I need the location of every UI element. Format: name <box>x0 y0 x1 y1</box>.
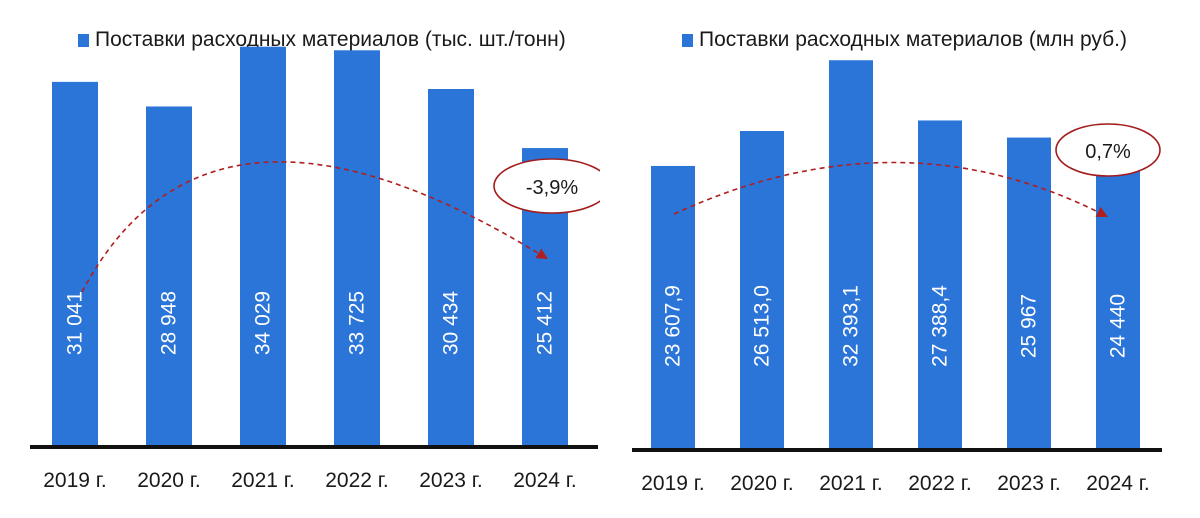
x-tick-label-right-2: 2021 г. <box>819 472 882 495</box>
legend-label-left: Поставки расходных материалов (тыс. шт./… <box>95 28 566 51</box>
legend-left: Поставки расходных материалов (тыс. шт./… <box>78 28 566 52</box>
x-tick-label-right-0: 2019 г. <box>641 472 704 495</box>
annotation-ellipse-left <box>493 158 600 214</box>
annotation-label-right: 0,7% <box>1085 141 1131 163</box>
x-tick-label-left-5: 2024 г. <box>513 469 576 492</box>
value-label-left-5: 25 412 <box>534 291 557 355</box>
bar-right-5 <box>1096 155 1140 450</box>
annotation-label-left: -3,9% <box>526 177 578 199</box>
value-label-left-2: 34 029 <box>252 291 275 355</box>
value-label-left-4: 30 434 <box>440 291 463 356</box>
value-label-left-3: 33 725 <box>346 291 369 355</box>
value-label-right-4: 25 967 <box>1018 294 1041 358</box>
x-tick-label-right-5: 2024 г. <box>1086 472 1149 495</box>
legend-swatch-right <box>682 33 693 47</box>
legend-right: Поставки расходных материалов (млн руб.) <box>682 28 1127 52</box>
value-label-left-0: 31 041 <box>64 291 87 355</box>
bar-right-0 <box>651 165 695 450</box>
bar-left-0 <box>52 81 98 448</box>
bar-chart-right: 23 607,9 2019 г. 26 513,0 2020 г. 32 393,1 20… <box>632 60 1162 495</box>
x-tick-label-left-0: 2019 г. <box>43 469 106 492</box>
bar-right-3 <box>918 120 962 451</box>
trend-arrow-right <box>673 161 1108 218</box>
value-label-right-0: 23 607,9 <box>662 285 685 367</box>
bar-left-2 <box>240 46 286 448</box>
bar-left-1 <box>146 106 192 447</box>
bar-chart-left: 31 041 2019 г. 28 948 2020 г. 34 029 2021 г. 3… <box>30 46 600 492</box>
value-label-right-5: 24 440 <box>1107 294 1130 358</box>
legend-swatch-left <box>78 33 89 47</box>
x-tick-label-left-1: 2020 г. <box>137 469 200 492</box>
x-tick-label-right-1: 2020 г. <box>730 472 793 495</box>
chart-panel-right: Поставки расходных материалов (млн руб.)… <box>600 0 1200 518</box>
bar-right-1 <box>740 130 784 450</box>
annotation-ellipse-right <box>1055 123 1161 177</box>
value-label-right-3: 27 388,4 <box>929 285 952 367</box>
bar-left-3 <box>334 50 380 447</box>
value-label-left-1: 28 948 <box>158 291 181 355</box>
value-label-right-2: 32 393,1 <box>840 285 863 367</box>
x-tick-label-left-4: 2023 г. <box>419 469 482 492</box>
bar-left-4 <box>428 89 474 447</box>
value-label-right-1: 26 513,0 <box>751 285 774 367</box>
x-tick-label-right-4: 2023 г. <box>997 472 1060 495</box>
x-tick-label-left-3: 2022 г. <box>325 469 388 492</box>
bar-right-2 <box>829 60 873 451</box>
chart-panel-left: Поставки расходных материалов (тыс. шт./… <box>30 28 600 492</box>
x-tick-label-right-3: 2022 г. <box>908 472 971 495</box>
trend-arrow-left <box>81 161 548 293</box>
x-tick-label-left-2: 2021 г. <box>231 469 294 492</box>
legend-label-right: Поставки расходных материалов (млн руб.) <box>699 28 1127 51</box>
bar-right-4 <box>1007 137 1051 450</box>
